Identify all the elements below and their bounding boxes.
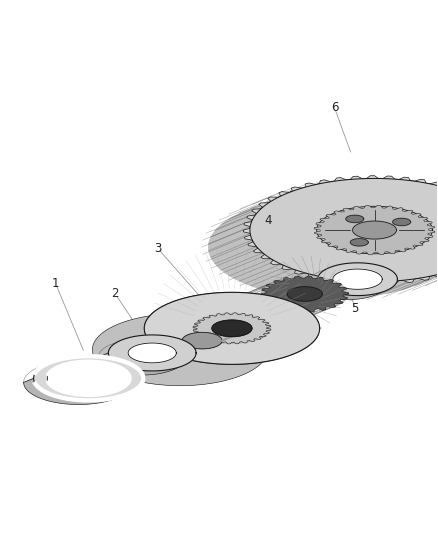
Polygon shape bbox=[350, 239, 368, 246]
Polygon shape bbox=[47, 362, 130, 395]
Polygon shape bbox=[244, 176, 438, 285]
Polygon shape bbox=[314, 205, 435, 255]
Polygon shape bbox=[108, 335, 196, 371]
Polygon shape bbox=[144, 292, 320, 365]
Polygon shape bbox=[92, 292, 318, 386]
Polygon shape bbox=[323, 279, 382, 294]
Text: 2: 2 bbox=[112, 287, 119, 301]
Text: 6: 6 bbox=[331, 101, 339, 115]
Polygon shape bbox=[208, 179, 438, 299]
Polygon shape bbox=[99, 353, 196, 375]
Polygon shape bbox=[193, 313, 271, 344]
Polygon shape bbox=[333, 269, 382, 289]
Polygon shape bbox=[287, 287, 322, 301]
Polygon shape bbox=[317, 206, 432, 254]
Polygon shape bbox=[213, 296, 301, 332]
Text: 5: 5 bbox=[351, 302, 358, 315]
Polygon shape bbox=[128, 343, 177, 363]
Polygon shape bbox=[250, 179, 438, 281]
Polygon shape bbox=[353, 221, 396, 239]
Polygon shape bbox=[182, 333, 222, 349]
Polygon shape bbox=[37, 378, 130, 399]
Text: 3: 3 bbox=[155, 243, 162, 255]
Polygon shape bbox=[34, 356, 143, 400]
Polygon shape bbox=[392, 218, 410, 225]
Polygon shape bbox=[261, 276, 349, 312]
Polygon shape bbox=[346, 215, 364, 223]
Polygon shape bbox=[213, 276, 346, 332]
Text: 1: 1 bbox=[52, 277, 59, 290]
Polygon shape bbox=[212, 320, 252, 336]
Polygon shape bbox=[318, 263, 397, 296]
Text: 4: 4 bbox=[264, 214, 272, 227]
Polygon shape bbox=[118, 353, 177, 367]
Polygon shape bbox=[92, 313, 268, 386]
Polygon shape bbox=[308, 279, 397, 300]
Polygon shape bbox=[24, 378, 143, 405]
Polygon shape bbox=[182, 320, 252, 349]
